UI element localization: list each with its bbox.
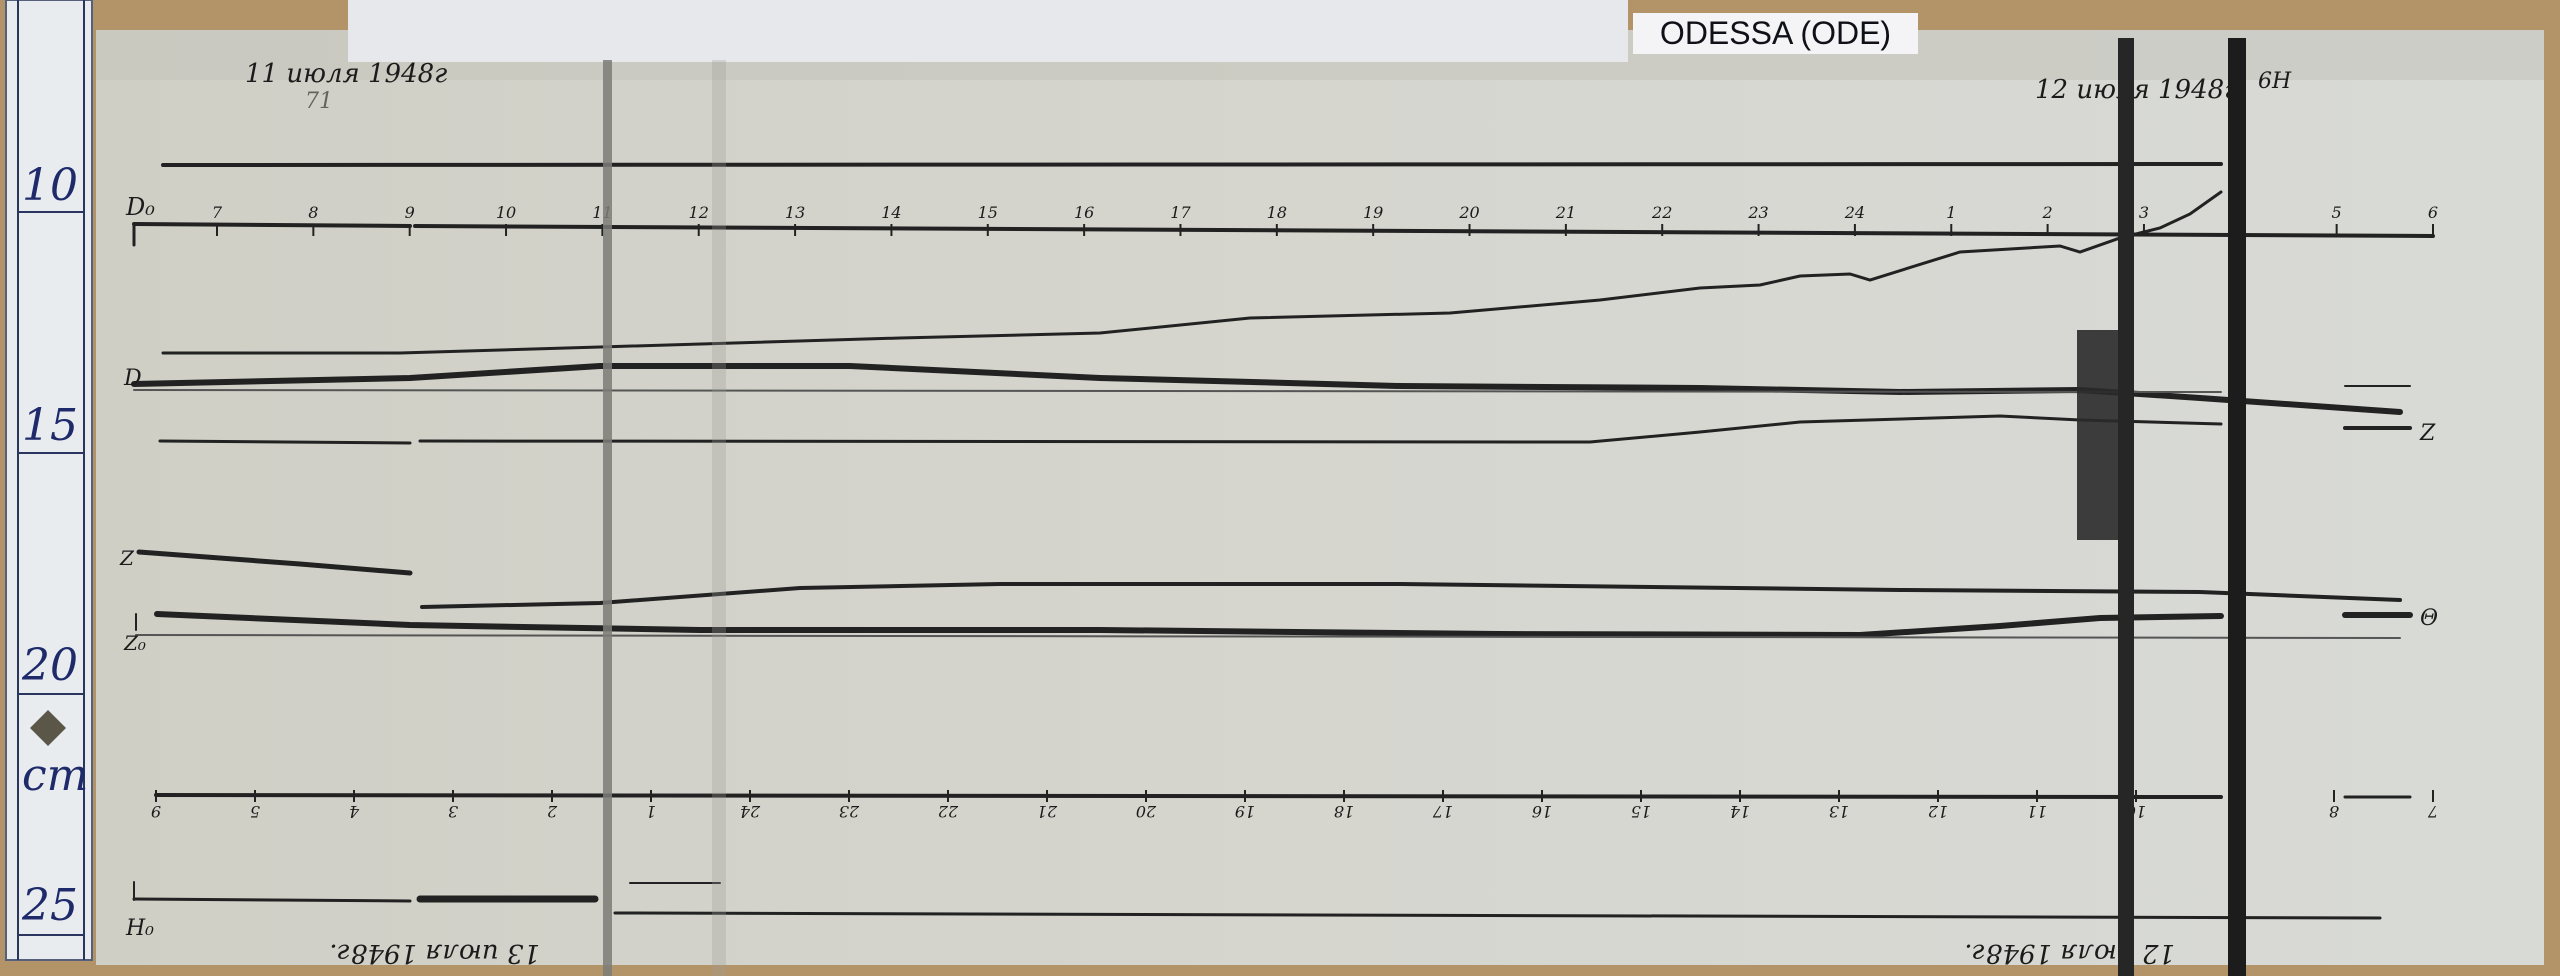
reference-line-top [161,162,2223,167]
label-z0: Z₀ [123,631,146,655]
hour-tick-label: 21 [1555,203,1576,222]
hour-tick-label: 21 [1037,802,1058,821]
hour-tick-label: 2 [547,802,558,821]
hour-tick-label: 19 [1363,203,1383,222]
baseline-z0 [135,634,2401,639]
hour-tick-label: 7 [2427,802,2438,821]
dark-bar-left [2118,38,2134,976]
ruler-mark-25: 25 [21,880,78,931]
hour-tick-label: 13 [1829,802,1849,821]
hour-tick-label: 22 [1651,203,1672,222]
hour-tick-label: 8 [2329,802,2339,821]
traces [131,162,2435,920]
bottom-hour-ticks: 954321242322212019181716151413121110987 [151,790,2438,821]
ruler-mark-20: 20 [21,640,78,691]
hour-tick-label: 1 [1946,203,1956,222]
dark-bar-right [2228,38,2246,976]
label-d: D [123,366,142,391]
hour-tick-label: 17 [1432,802,1453,821]
top-card [348,0,1628,62]
top-hour-ticks: 789101112131415161718192021222324123456 [212,203,2438,236]
hour-tick-label: 14 [881,203,901,222]
hour-tick-label: 16 [1532,802,1552,821]
hour-tick-label: 11 [2027,802,2047,821]
hour-tick-label: 14 [1730,802,1750,821]
hour-tick-label: 24 [740,802,761,821]
pencil-mark: 71 [305,89,333,114]
trace-h-thick [154,611,2224,639]
trace-d [161,190,2223,355]
hour-tick-label: 20 [1458,203,1479,222]
baseline-h0 [613,911,2382,920]
hour-tick-label: 9 [151,802,161,821]
date-end: 12 июля 1948г [2035,75,2237,105]
hour-tick-label: 22 [938,802,959,821]
hour-tick-label: 15 [1631,802,1651,821]
top-hour-axis [132,222,2435,238]
ruler [5,0,93,961]
hour-tick-label: 10 [496,203,516,222]
label-d0: D₀ [125,193,155,221]
trace-z-segment [136,549,413,576]
bottom-date-right: 12 июля 1948г. [1964,938,2175,968]
ruler-mark-10: 10 [22,160,78,211]
station-label: ODESSA (ODE) [1633,13,1918,54]
trace-h [420,582,2402,609]
hour-tick-label: 3 [448,802,458,821]
faint-vertical-band [712,60,726,976]
hour-tick-label: 1 [646,802,656,821]
baseline-d [133,389,2222,393]
hour-tick-label: 9 [405,203,415,222]
label-z-right: Z [2419,421,2436,446]
hour-tick-label: 12 [1928,802,1948,821]
hour-tick-label: 2 [2042,203,2053,222]
hour-tick-label: 5 [2332,203,2342,222]
hour-tick-label: 24 [1844,203,1865,222]
hour-tick-label: 13 [785,203,805,222]
paper-sheet [96,30,2544,965]
hour-tick-label: 7 [212,203,223,222]
hour-tick-label: 4 [349,802,360,821]
trace-h0 [132,897,412,903]
hour-tick-label: 23 [839,802,860,821]
hour-tick-label: 6 [2428,203,2438,222]
hour-tick-label: 5 [250,802,260,821]
bottom-hour-axis [154,793,2223,799]
hour-tick-label: 18 [1267,203,1287,222]
hour-tick-label: 16 [1074,203,1094,222]
label-theta: Θ [2420,606,2438,631]
ruler-mark-15: 15 [22,400,78,451]
vertical-guide-line [603,60,612,976]
ruler-unit: cm [22,750,88,801]
hour-tick-label: 12 [689,203,709,222]
hour-tick-label: 8 [308,203,318,222]
date-start: 11 июля 1948г [245,59,447,89]
hour-tick-label: 3 [2139,203,2149,222]
label-z: Z [119,546,135,570]
pin-icon [30,710,66,746]
hour-tick-label: 17 [1170,203,1191,222]
hour-tick-label: 18 [1334,802,1354,821]
hour-tick-label: 15 [978,203,998,222]
hour-tick-label: 20 [1136,802,1157,821]
bottom-date-left: 13 июля 1948г. [329,938,540,968]
ruler-lines [17,0,85,960]
label-h0: H₀ [125,916,154,941]
hour-tick-label: 19 [1235,802,1255,821]
hour-tick-label: 23 [1747,203,1768,222]
hour-mark: 6H [2258,69,2292,94]
